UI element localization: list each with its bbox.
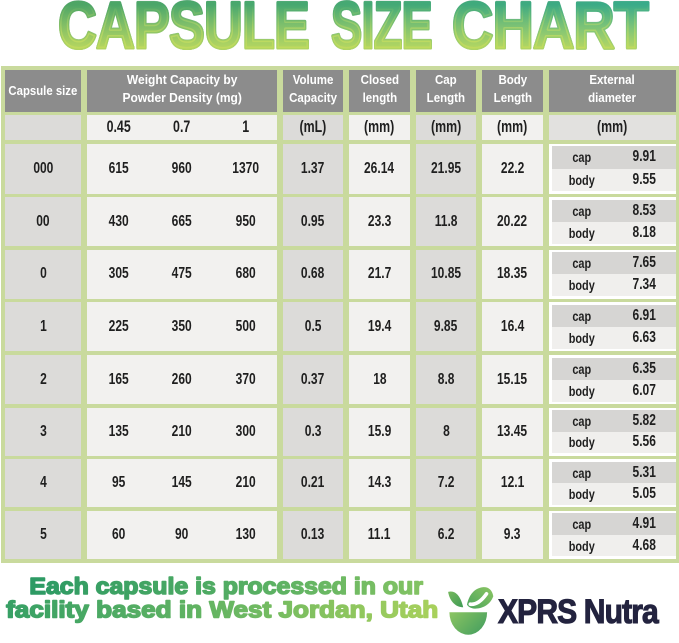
svg-text:CAPSULE: CAPSULE [58,0,309,62]
svg-text:CAPSULE: CAPSULE [58,0,309,62]
svg-text:facility based in West Jordan,: facility based in West Jordan, Utah [6,598,438,623]
svg-text:SIZE: SIZE [331,0,432,62]
svg-text:CHART: CHART [452,0,649,62]
svg-text:SIZE: SIZE [331,0,432,62]
svg-text:CAPSULE: CAPSULE [58,0,309,61]
svg-text:SIZE: SIZE [331,0,432,61]
svg-text:CHART: CHART [452,0,649,61]
svg-text:CHART: CHART [452,0,649,62]
svg-text:Each capsule is processed in o: Each capsule is processed in our [29,574,422,600]
